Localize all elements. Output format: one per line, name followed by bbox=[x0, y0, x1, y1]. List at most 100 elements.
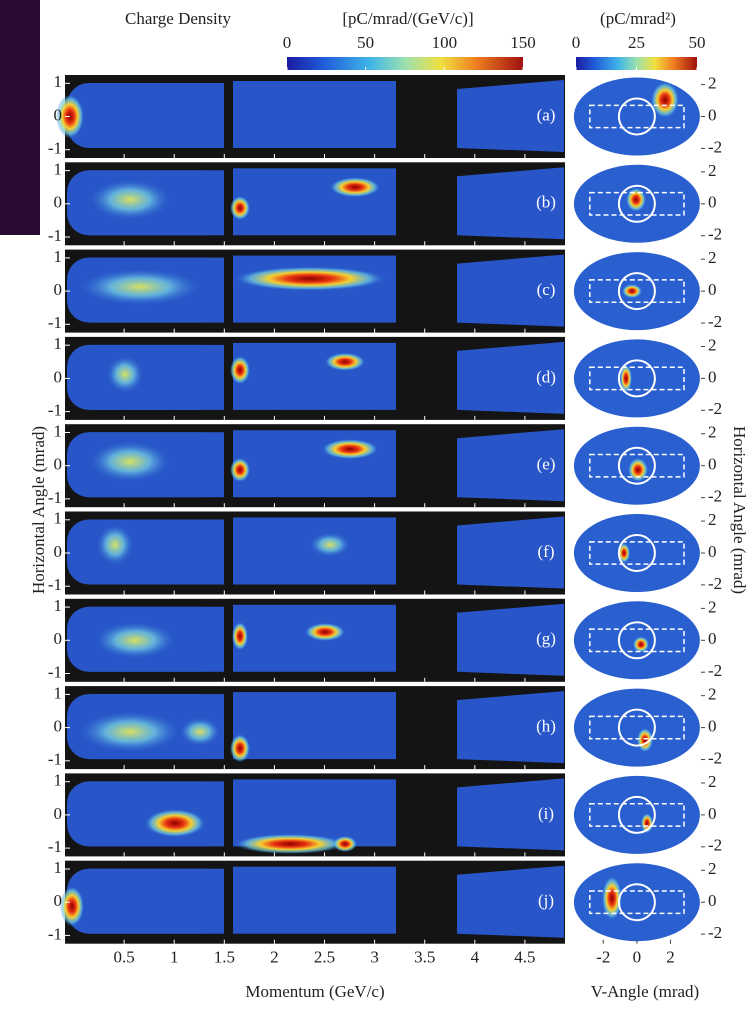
y2-tick-label: 0 bbox=[708, 367, 717, 386]
colorbar bbox=[287, 57, 523, 70]
aperture-box bbox=[589, 366, 685, 391]
panel-label: (a) bbox=[537, 105, 556, 124]
intensity-spot bbox=[330, 177, 380, 198]
y2-tick-label: -2 bbox=[708, 661, 722, 680]
panel-label: (e) bbox=[537, 455, 556, 474]
intensity-spot bbox=[235, 833, 345, 854]
x2-tick-label: 2 bbox=[666, 948, 675, 967]
y-tick-label: 0 bbox=[54, 804, 63, 823]
spectrum-region bbox=[457, 429, 564, 502]
intensity-spot bbox=[230, 356, 250, 385]
intensity-spot bbox=[230, 457, 250, 482]
panel-label: (c) bbox=[537, 280, 556, 299]
y2-axis-label: Horizontal Angle (mrad) bbox=[730, 426, 749, 594]
aperture-circle bbox=[617, 621, 656, 660]
y2-tick-label: 2 bbox=[708, 161, 717, 180]
aperture-circle bbox=[617, 708, 656, 747]
intensity-spot bbox=[620, 364, 632, 393]
y2-tick-label: -2 bbox=[708, 923, 722, 942]
x2-tick-label: -2 bbox=[596, 948, 610, 967]
y-tick-label: -1 bbox=[48, 401, 62, 420]
spectrum-region bbox=[457, 865, 564, 938]
y-tick-label: -1 bbox=[48, 139, 62, 158]
intensity-spot bbox=[602, 876, 622, 921]
y-tick-label: 1 bbox=[54, 596, 63, 615]
aperture-circle bbox=[617, 97, 656, 136]
intensity-spot bbox=[90, 441, 170, 482]
y-tick-label: 1 bbox=[54, 421, 63, 440]
y2-tick-label: -2 bbox=[708, 137, 722, 156]
spectrum-region bbox=[457, 516, 564, 589]
y-tick-label: -1 bbox=[48, 575, 62, 594]
intensity-spot bbox=[633, 636, 649, 653]
intensity-spot bbox=[628, 457, 648, 482]
y2-tick-label: 2 bbox=[708, 248, 717, 267]
intensity-spot bbox=[626, 187, 646, 212]
spectrum-region bbox=[233, 866, 396, 934]
x2-tick-label: 0 bbox=[633, 948, 642, 967]
y-tick-label: 1 bbox=[54, 509, 63, 528]
aperture-box bbox=[589, 628, 685, 653]
y2-tick-label: 2 bbox=[708, 597, 717, 616]
intensity-spot bbox=[80, 711, 180, 752]
colorbar-label: [pC/mrad/(GeV/c)] bbox=[342, 9, 473, 28]
intensity-spot bbox=[651, 81, 679, 118]
y2-tick-label: 2 bbox=[708, 335, 717, 354]
intensity-spot bbox=[97, 524, 133, 565]
y-tick-label: 1 bbox=[54, 72, 63, 91]
colorbar-tick-label: 50 bbox=[357, 33, 374, 52]
y-tick-label: 1 bbox=[54, 247, 63, 266]
y-tick-label: 1 bbox=[54, 683, 63, 702]
colorbar-tick-label: 25 bbox=[628, 33, 645, 52]
intensity-spot bbox=[95, 622, 175, 659]
y-tick-label: -1 bbox=[48, 488, 62, 507]
panel-label: (g) bbox=[536, 629, 556, 648]
y2-tick-label: 2 bbox=[708, 685, 717, 704]
intensity-spot bbox=[90, 179, 170, 220]
panel-label: (j) bbox=[538, 891, 554, 910]
y-tick-label: 1 bbox=[54, 334, 63, 353]
intensity-spot bbox=[322, 439, 378, 460]
angular-distribution bbox=[571, 75, 702, 158]
y2-tick-label: 2 bbox=[708, 772, 717, 791]
x-tick-label: 0.5 bbox=[113, 948, 134, 967]
background-fragment bbox=[0, 0, 40, 235]
x-tick-label: 3 bbox=[370, 948, 379, 967]
y-axis-label: Horizontal Angle (mrad) bbox=[29, 426, 48, 594]
intensity-spot bbox=[235, 266, 385, 291]
colorbar-tick-label: 50 bbox=[689, 33, 706, 52]
aperture-box bbox=[589, 541, 685, 565]
y-tick-label: 1 bbox=[54, 858, 63, 877]
y-tick-label: 0 bbox=[54, 193, 63, 212]
x-tick-label: 4.5 bbox=[514, 948, 535, 967]
panel-label: (h) bbox=[536, 717, 556, 736]
x-tick-label: 1.5 bbox=[214, 948, 235, 967]
y-tick-label: -1 bbox=[48, 313, 62, 332]
aperture-box bbox=[589, 715, 685, 740]
intensity-spot bbox=[80, 268, 200, 305]
intensity-spot bbox=[232, 622, 248, 651]
aperture-circle bbox=[617, 883, 656, 922]
spectrum-region bbox=[457, 167, 564, 240]
y2-tick-label: -2 bbox=[708, 748, 722, 767]
aperture-box bbox=[589, 890, 685, 915]
spectrum-region bbox=[457, 80, 564, 152]
intensity-spot bbox=[305, 623, 345, 641]
aperture-circle bbox=[617, 184, 656, 223]
angular-distribution bbox=[571, 512, 702, 594]
panel-label: (i) bbox=[538, 804, 554, 823]
y2-tick-label: 0 bbox=[708, 717, 717, 736]
y-tick-label: -1 bbox=[48, 750, 62, 769]
spectrum-region bbox=[89, 868, 224, 934]
x-tick-label: 2.5 bbox=[314, 948, 335, 967]
panel-label: (d) bbox=[536, 367, 556, 386]
x-tick-label: 1 bbox=[170, 948, 179, 967]
spectrum-region bbox=[233, 430, 396, 498]
x-tick-label: 2 bbox=[270, 948, 279, 967]
spectrum-region bbox=[233, 342, 396, 410]
spectrum-region bbox=[233, 168, 396, 236]
intensity-spot bbox=[333, 835, 357, 852]
aperture-box bbox=[589, 279, 685, 304]
y2-tick-label: 2 bbox=[708, 859, 717, 878]
